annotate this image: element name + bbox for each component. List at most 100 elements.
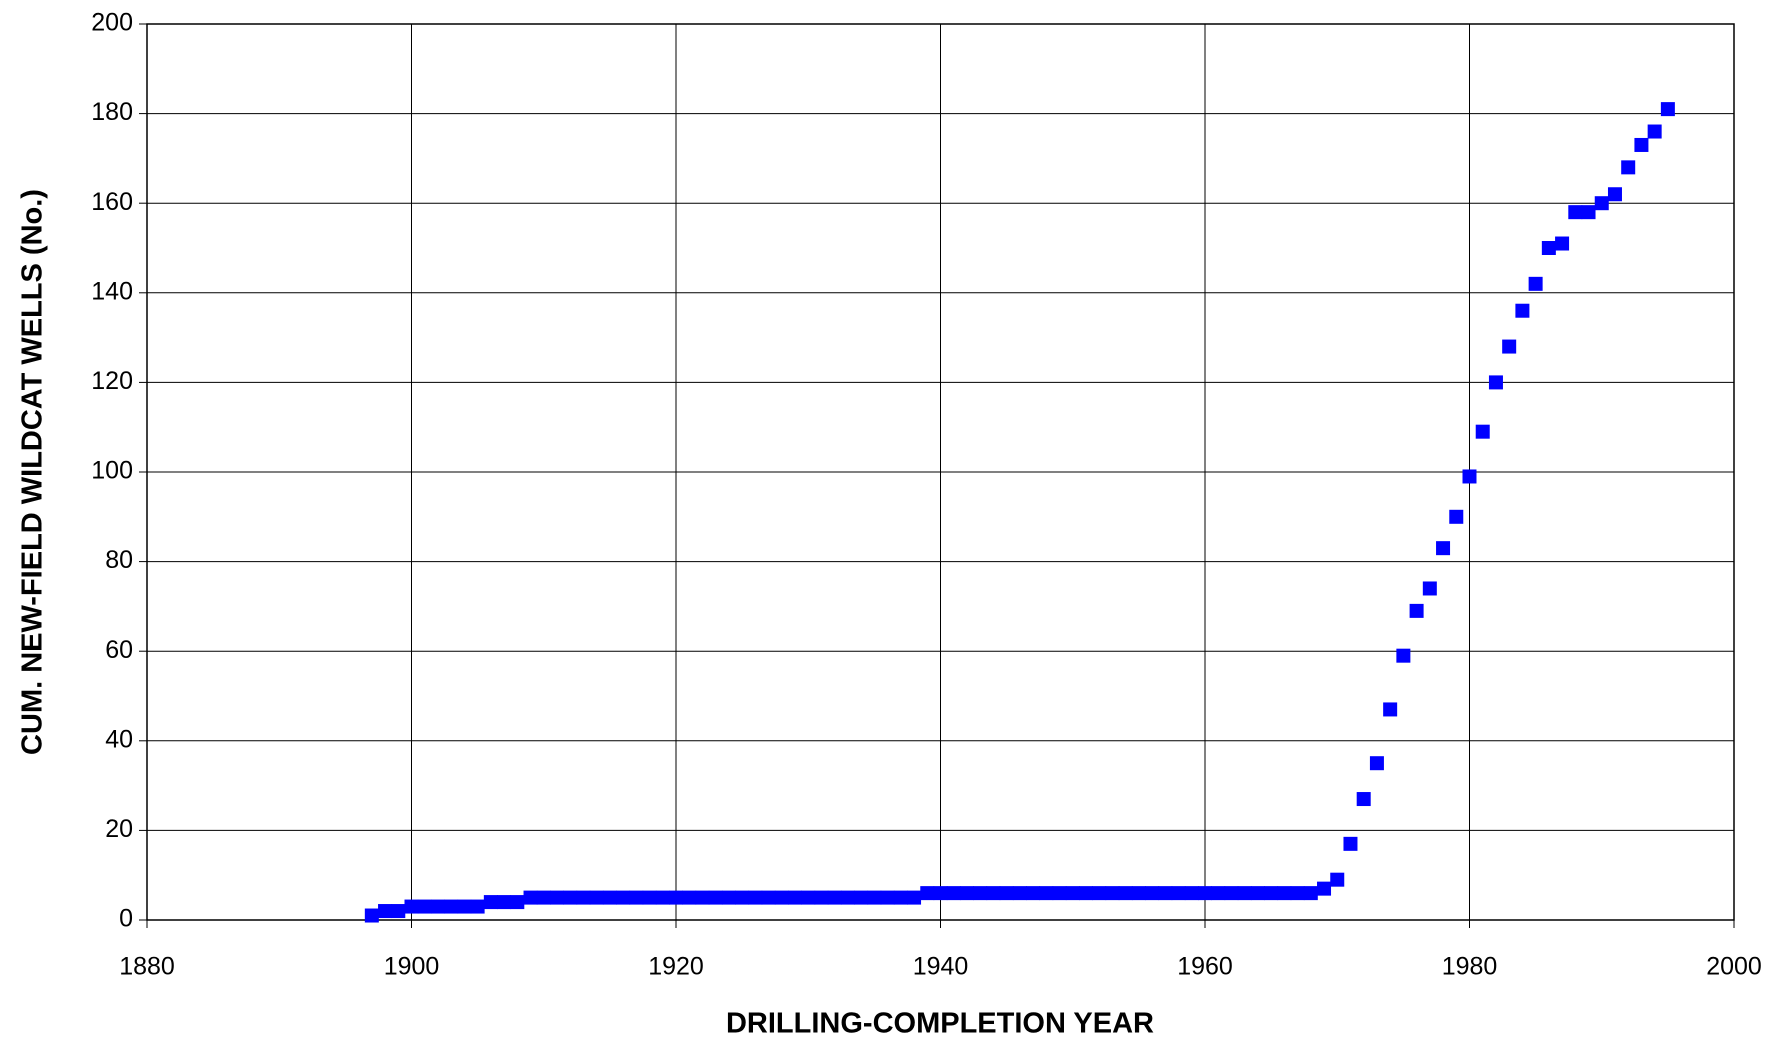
x-tick-label: 1900 <box>384 953 440 981</box>
marker <box>510 895 525 910</box>
marker <box>1396 648 1411 663</box>
marker <box>602 890 617 905</box>
marker <box>959 886 974 901</box>
marker <box>1621 160 1636 175</box>
marker <box>840 890 855 905</box>
marker <box>549 890 564 905</box>
y-tick-label: 160 <box>91 188 133 216</box>
marker <box>774 890 789 905</box>
marker <box>999 886 1014 901</box>
marker <box>1158 886 1173 901</box>
marker <box>642 890 657 905</box>
marker <box>1052 886 1067 901</box>
marker <box>378 904 393 919</box>
x-tick-label: 2000 <box>1706 953 1762 981</box>
marker <box>986 886 1001 901</box>
marker <box>1198 886 1212 901</box>
marker <box>1528 276 1543 291</box>
marker <box>761 890 776 905</box>
marker <box>735 890 750 905</box>
x-tick-label: 1940 <box>913 953 969 981</box>
marker <box>1290 886 1305 901</box>
marker <box>1105 886 1120 901</box>
marker <box>708 890 723 905</box>
marker <box>1092 886 1107 901</box>
marker <box>788 890 803 905</box>
y-tick-label: 120 <box>91 367 133 395</box>
marker <box>1356 792 1371 807</box>
plot-frame <box>146 23 1735 921</box>
marker <box>1224 886 1239 901</box>
marker <box>629 890 644 905</box>
marker <box>444 899 459 914</box>
marker <box>523 890 538 905</box>
marker <box>1409 603 1424 618</box>
marker <box>854 890 869 905</box>
marker <box>1118 886 1133 901</box>
marker <box>946 886 961 901</box>
marker <box>1264 886 1279 901</box>
marker <box>1012 886 1027 901</box>
marker <box>404 899 419 914</box>
marker <box>1462 469 1477 484</box>
marker <box>536 890 551 905</box>
y-tick-label: 40 <box>105 725 133 753</box>
marker <box>1184 886 1199 901</box>
marker <box>589 890 604 905</box>
y-tick-label: 140 <box>91 277 133 305</box>
y-tick-label: 60 <box>105 636 133 664</box>
x-tick-label: 1960 <box>1177 953 1233 981</box>
x-tick-label: 1880 <box>119 953 175 981</box>
marker <box>1330 872 1345 887</box>
marker <box>1541 241 1556 255</box>
marker <box>1436 541 1451 556</box>
marker <box>907 890 922 905</box>
marker <box>1078 886 1093 901</box>
y-tick-label: 80 <box>105 546 133 574</box>
marker <box>669 890 683 905</box>
marker <box>1660 102 1675 117</box>
marker <box>1383 702 1398 717</box>
marker <box>748 890 763 905</box>
marker <box>1594 196 1609 211</box>
marker <box>893 890 908 905</box>
marker <box>563 890 578 905</box>
marker <box>1555 236 1570 251</box>
marker <box>1237 886 1252 901</box>
y-tick-label: 200 <box>91 9 133 37</box>
marker <box>1171 886 1186 901</box>
marker <box>933 886 948 901</box>
marker <box>1422 581 1437 596</box>
marker <box>576 890 591 905</box>
x-tick-label: 1920 <box>648 953 704 981</box>
marker <box>391 904 406 919</box>
marker <box>695 890 710 905</box>
marker <box>814 890 829 905</box>
marker <box>1039 886 1054 901</box>
marker <box>655 890 670 905</box>
marker <box>364 908 379 923</box>
marker <box>827 890 842 905</box>
marker <box>973 886 988 901</box>
y-tick-label: 20 <box>105 815 133 843</box>
marker <box>457 899 472 914</box>
marker <box>430 899 445 914</box>
marker <box>1317 881 1332 896</box>
marker <box>1277 886 1292 901</box>
marker <box>470 899 485 914</box>
marker <box>1369 756 1384 771</box>
marker <box>1250 886 1265 901</box>
y-axis-title: CUM. NEW-FIELD WILDCAT WELLS (No.) <box>17 189 49 755</box>
marker <box>1581 205 1596 220</box>
marker <box>1647 124 1662 139</box>
marker <box>721 890 736 905</box>
marker <box>1568 205 1583 220</box>
marker <box>1488 375 1503 390</box>
marker <box>1131 886 1146 901</box>
y-tick-label: 0 <box>119 905 133 933</box>
marker <box>867 890 882 905</box>
marker <box>880 890 895 905</box>
marker <box>1449 509 1464 524</box>
marker <box>1303 886 1318 901</box>
